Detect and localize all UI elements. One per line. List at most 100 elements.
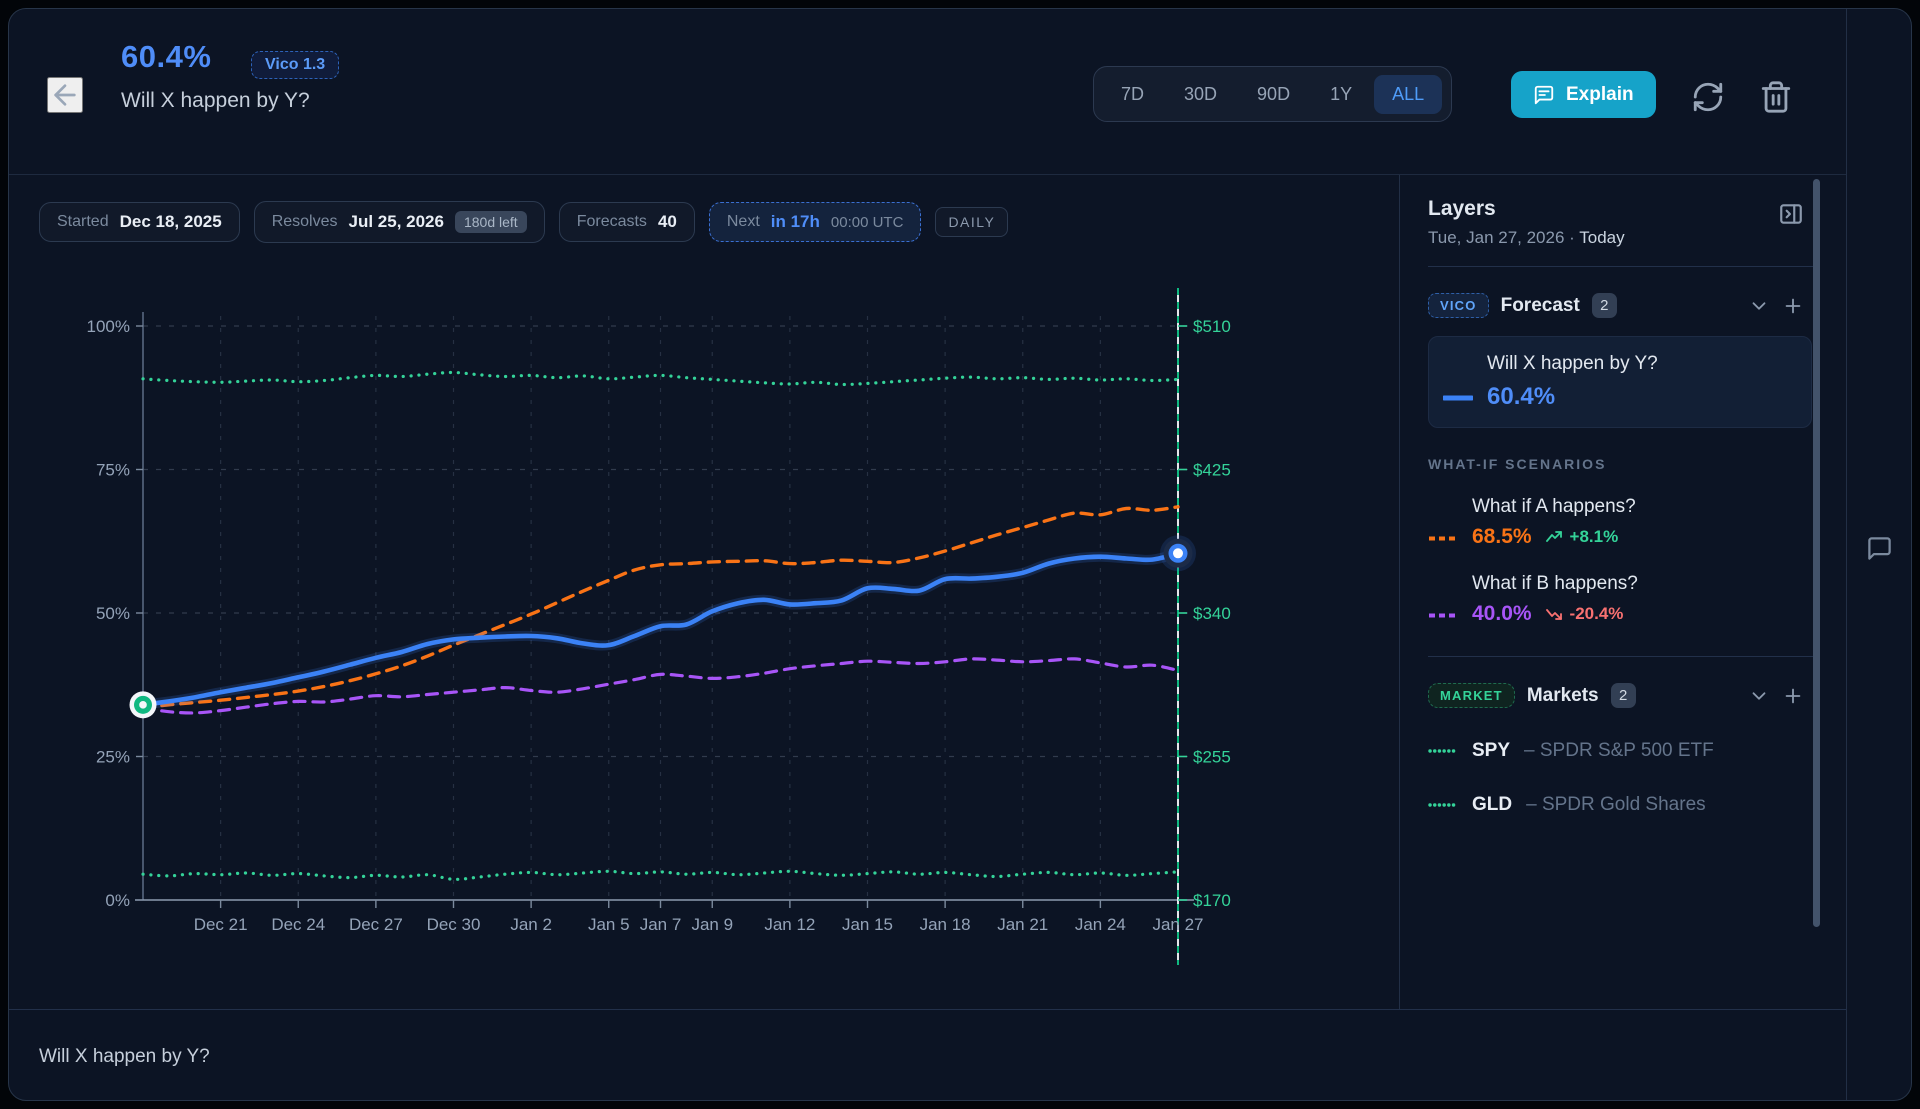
series-will-x-happen-by-y- xyxy=(138,548,1183,710)
market-tag: MARKET xyxy=(1428,683,1515,708)
svg-text:Jan 27: Jan 27 xyxy=(1152,915,1203,934)
date-text: Tue, Jan 27, 2026 xyxy=(1428,228,1565,247)
forecast-card-value: 60.4% xyxy=(1487,383,1556,410)
layers-date: Tue, Jan 27, 2026 · Today xyxy=(1428,228,1625,248)
explain-label: Explain xyxy=(1566,83,1634,105)
svg-text:$170: $170 xyxy=(1193,891,1231,910)
footer-question: Will X happen by Y? xyxy=(39,1046,210,1067)
forecast-line-swatch xyxy=(1443,395,1473,401)
comments-button[interactable] xyxy=(1866,535,1893,562)
gld-line-swatch xyxy=(1428,803,1458,807)
right-axis: $170 $255 $340 $425 $510 xyxy=(1178,317,1231,910)
range-1y-button[interactable]: 1Y xyxy=(1312,75,1370,114)
market-row-gld[interactable]: GLD – SPDR Gold Shares xyxy=(1428,794,1804,816)
days-left-chip: 180d left xyxy=(454,211,527,233)
forecast-collapse-button[interactable] xyxy=(1748,295,1770,317)
svg-text:Jan 12: Jan 12 xyxy=(764,915,815,934)
market-row-spy[interactable]: SPY – SPDR S&P 500 ETF xyxy=(1428,740,1804,762)
footer-bar: Will X happen by Y? xyxy=(9,1009,1846,1100)
markets-count-badge: 2 xyxy=(1610,683,1636,708)
forecast-layer-card[interactable]: Will X happen by Y? 60.4% xyxy=(1428,336,1812,428)
resolves-badge: Resolves Jul 25, 2026 180d left xyxy=(253,201,545,243)
market-question-title: Will X happen by Y? xyxy=(121,89,310,112)
explain-button[interactable]: Explain xyxy=(1511,71,1656,118)
svg-text:Jan 18: Jan 18 xyxy=(920,915,971,934)
frequency-label: DAILY xyxy=(948,214,996,230)
series-what-if-b-happens- xyxy=(141,657,1180,715)
chevron-down-icon xyxy=(1752,691,1766,700)
collapse-panel-button[interactable] xyxy=(1778,201,1804,227)
svg-text:Dec 30: Dec 30 xyxy=(427,915,481,934)
scenario-a-swatch xyxy=(1429,536,1457,541)
time-range-selector: 7D 30D 90D 1Y ALL xyxy=(1093,66,1453,122)
start-marker xyxy=(129,691,157,719)
svg-text:75%: 75% xyxy=(96,461,130,480)
layers-sidebar: Layers Tue, Jan 27, 2026 · Today VICO Fo… xyxy=(1399,175,1846,1009)
trend-down-icon xyxy=(1545,609,1562,620)
forecast-card-title: Will X happen by Y? xyxy=(1487,353,1658,374)
vico-tag: VICO xyxy=(1428,293,1489,318)
back-button[interactable] xyxy=(47,77,83,113)
resolves-value: Jul 25, 2026 xyxy=(348,212,444,231)
scenario-b-title: What if B happens? xyxy=(1472,573,1638,594)
svg-text:Jan 9: Jan 9 xyxy=(691,915,733,934)
refresh-button[interactable] xyxy=(1691,80,1725,114)
comment-bubble-icon xyxy=(1868,537,1891,560)
trash-icon xyxy=(1761,81,1791,113)
scenario-a-delta: +8.1% xyxy=(1569,527,1619,546)
svg-text:Dec 21: Dec 21 xyxy=(194,915,248,934)
frequency-badge: DAILY xyxy=(935,207,1009,237)
refresh-icon xyxy=(1693,82,1723,112)
add-forecast-button[interactable] xyxy=(1782,295,1804,317)
add-market-button[interactable] xyxy=(1782,685,1804,707)
scenario-b-row[interactable]: What if B happens? 40.0% -20.4% xyxy=(1428,573,1804,626)
sidebar-scrollbar[interactable] xyxy=(1813,179,1820,927)
series-spy xyxy=(141,370,1180,387)
svg-text:$510: $510 xyxy=(1193,317,1231,336)
chart-axes xyxy=(135,312,1194,908)
panel-collapse-icon xyxy=(1780,204,1802,224)
header: 60.4% Vico 1.3 Will X happen by Y? 7D 30… xyxy=(9,9,1846,175)
chat-icon xyxy=(1533,84,1555,106)
date-separator: · xyxy=(1569,228,1575,247)
started-badge: Started Dec 18, 2025 xyxy=(39,202,240,242)
scenario-a-title: What if A happens? xyxy=(1472,496,1636,517)
plus-icon xyxy=(1785,688,1801,703)
forecast-count-badge: 2 xyxy=(1591,293,1617,318)
range-30d-button[interactable]: 30D xyxy=(1166,75,1235,114)
markets-collapse-button[interactable] xyxy=(1748,685,1770,707)
markets-section-header: MARKET Markets 2 xyxy=(1428,683,1804,708)
svg-text:0%: 0% xyxy=(105,891,130,910)
chevron-down-icon xyxy=(1752,301,1766,310)
svg-text:100%: 100% xyxy=(87,317,130,336)
gld-name: – SPDR Gold Shares xyxy=(1526,794,1706,815)
sidebar-divider xyxy=(1428,656,1818,657)
scenario-b-value: 40.0% xyxy=(1472,602,1532,625)
forecasts-label: Forecasts xyxy=(576,213,647,230)
svg-text:Jan 5: Jan 5 xyxy=(588,915,630,934)
svg-text:25%: 25% xyxy=(96,748,130,767)
chart-grid xyxy=(143,316,1188,900)
scenario-b-delta: -20.4% xyxy=(1569,604,1624,623)
forecast-section-header: VICO Forecast 2 xyxy=(1428,293,1804,318)
layers-header: Layers Tue, Jan 27, 2026 · Today xyxy=(1428,197,1804,248)
range-all-button[interactable]: ALL xyxy=(1374,74,1443,114)
layers-title: Layers xyxy=(1428,197,1496,220)
next-forecast-badge: Next in 17h 00:00 UTC xyxy=(708,202,922,242)
forecast-section-label: Forecast xyxy=(1500,294,1580,316)
trend-up-icon xyxy=(1545,531,1562,542)
next-value: in 17h xyxy=(770,212,820,231)
delete-button[interactable] xyxy=(1759,80,1793,114)
svg-text:Jan 21: Jan 21 xyxy=(997,915,1048,934)
range-90d-button[interactable]: 90D xyxy=(1239,75,1308,114)
started-label: Started xyxy=(57,213,109,230)
forecast-chart: $170 $255 $340 $425 $510 0% 25% 50% 75% 100% Dec 2… xyxy=(87,288,1231,965)
spy-name: – SPDR S&P 500 ETF xyxy=(1524,740,1714,761)
range-7d-button[interactable]: 7D xyxy=(1103,75,1162,114)
scenario-a-row[interactable]: What if A happens? 68.5% +8.1% xyxy=(1428,496,1804,549)
sidebar-divider xyxy=(1428,266,1818,267)
next-time: 00:00 UTC xyxy=(830,213,904,231)
spy-ticker: SPY xyxy=(1472,740,1511,761)
gld-ticker: GLD xyxy=(1472,794,1513,815)
scenario-a-value: 68.5% xyxy=(1472,525,1532,548)
